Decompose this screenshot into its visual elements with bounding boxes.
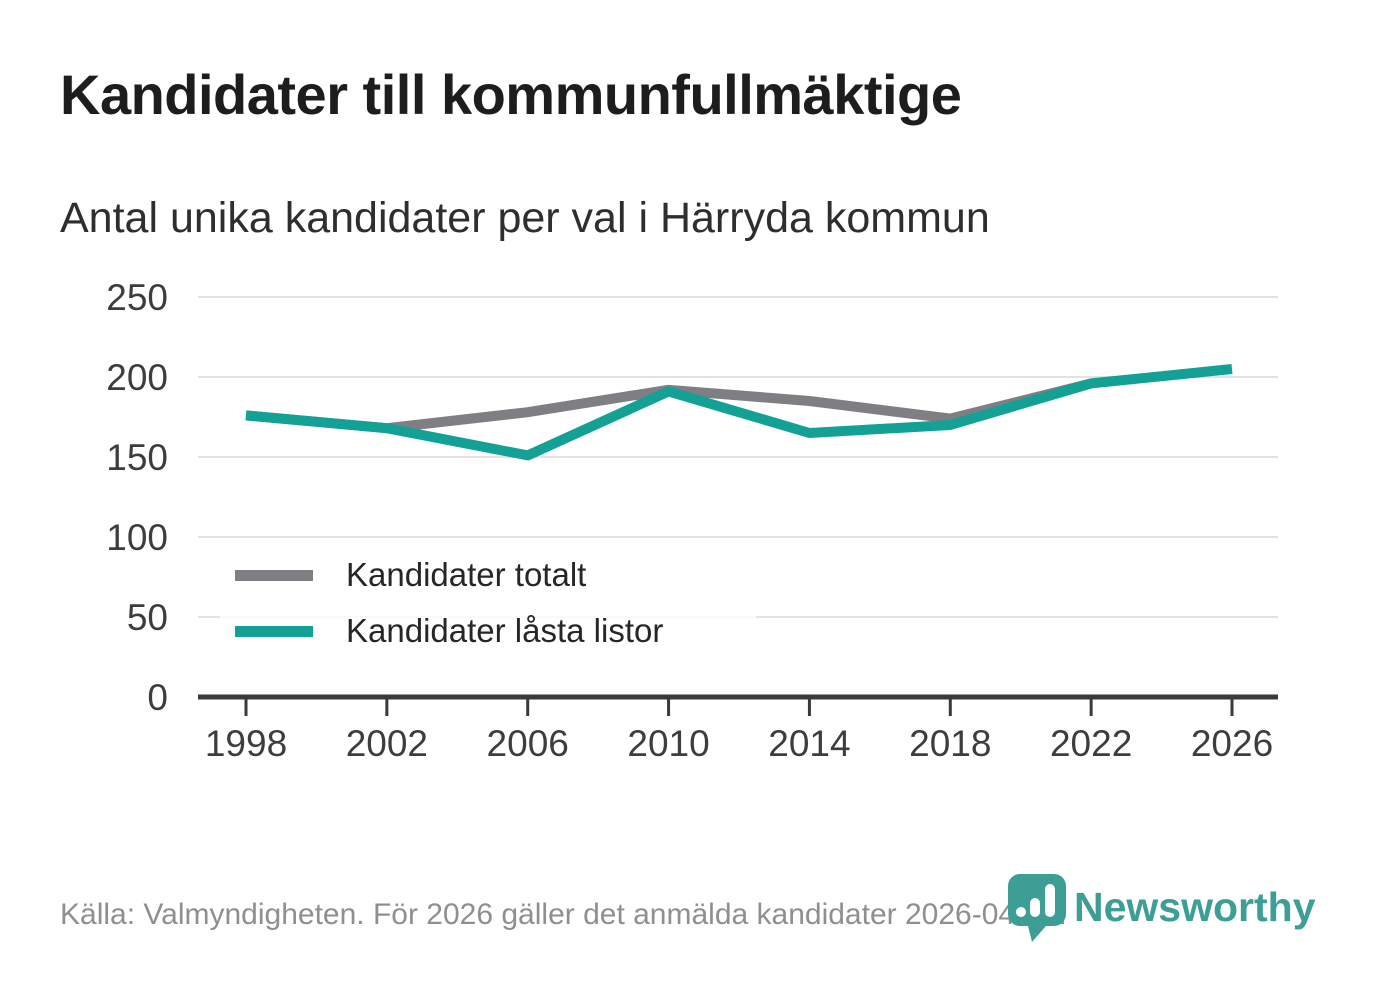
x-tick-label: 2010 — [627, 723, 709, 764]
y-tick-label: 150 — [106, 437, 168, 478]
newsworthy-logo-text: Newsworthy — [1074, 884, 1316, 930]
chart-legend: Kandidater totalt Kandidater låsta listo… — [220, 547, 756, 659]
legend-item-totalt: Kandidater totalt — [220, 547, 756, 603]
newsworthy-pin-bar-chart-icon — [1008, 874, 1066, 942]
x-tick-label: 2026 — [1191, 723, 1273, 764]
legend-label-lasta-listor: Kandidater låsta listor — [346, 612, 664, 649]
x-tick-label: 2006 — [487, 723, 569, 764]
x-tick-label: 2018 — [909, 723, 991, 764]
legend-swatch-lasta-listor — [235, 625, 313, 637]
x-tick-label: 2014 — [768, 723, 850, 764]
legend-label-totalt: Kandidater totalt — [346, 556, 587, 593]
page-subtitle: Antal unika kandidater per val i Härryda… — [60, 194, 990, 242]
x-tick-label: 2022 — [1050, 723, 1132, 764]
y-tick-label: 50 — [127, 597, 168, 638]
x-tick-label: 2002 — [346, 723, 428, 764]
x-tick-label: 1998 — [205, 723, 287, 764]
series-line-kandidater-l-sta-listor — [245, 364, 1233, 461]
source-note: Källa: Valmyndigheten. För 2026 gäller d… — [60, 898, 1067, 931]
y-tick-label: 100 — [106, 517, 168, 558]
legend-item-lasta-listor: Kandidater låsta listor — [220, 603, 756, 659]
page-title: Kandidater till kommunfullmäktige — [60, 63, 962, 126]
y-tick-label: 0 — [147, 677, 168, 718]
y-tick-label: 200 — [106, 357, 168, 398]
y-tick-label: 250 — [106, 277, 168, 318]
legend-swatch-totalt — [235, 569, 313, 581]
